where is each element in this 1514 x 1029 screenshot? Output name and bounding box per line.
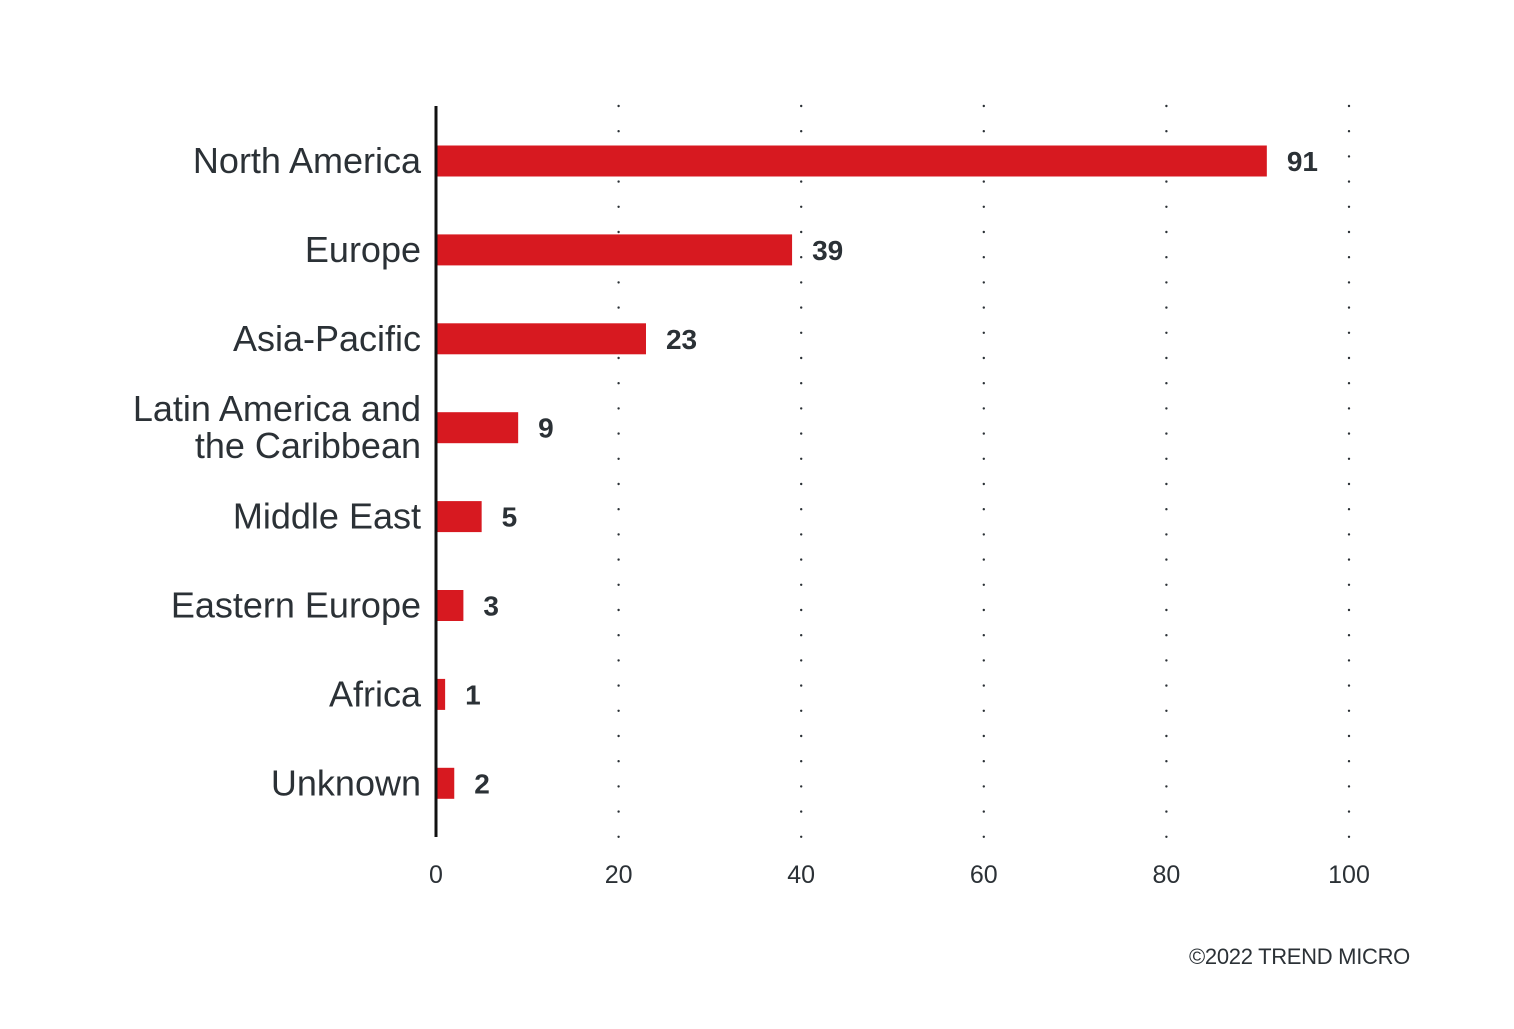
x-tick-label-60: 60 (970, 861, 998, 889)
x-tick-label-80: 80 (1152, 861, 1180, 889)
category-label-0: North America (193, 140, 422, 181)
bar-1 (436, 234, 793, 266)
value-label-1: 39 (812, 235, 843, 266)
value-label-3: 9 (538, 413, 554, 444)
bar-6 (436, 678, 446, 710)
value-label-4: 5 (502, 502, 518, 533)
value-label-5: 3 (483, 591, 499, 622)
grid-lines (617, 104, 1351, 840)
bar-2 (436, 323, 646, 355)
value-label-2: 23 (666, 324, 697, 355)
bar-0 (436, 145, 1267, 177)
category-labels: North America Europe Asia-Pacific Latin Ame… (133, 140, 422, 803)
bars (436, 145, 1267, 799)
bar-4 (436, 501, 482, 533)
category-label-1: Europe (305, 229, 421, 270)
x-tick-label-40: 40 (787, 861, 815, 889)
bar-5 (436, 590, 464, 621)
bar-3 (436, 412, 519, 444)
category-label-7: Unknown (271, 762, 421, 803)
x-axis-tick-labels: 0 20 40 60 80 100 (429, 861, 1370, 889)
category-label-2: Asia-Pacific (233, 318, 421, 359)
x-tick-label-0: 0 (429, 861, 443, 889)
category-label-4: Middle East (233, 496, 421, 537)
category-label-3: Latin America and the Caribbean (133, 388, 421, 466)
value-label-7: 2 (474, 768, 490, 799)
copyright-text: ©2022 TREND MICRO (1189, 944, 1410, 969)
category-label-5: Eastern Europe (171, 585, 421, 626)
value-label-6: 1 (465, 679, 481, 710)
bar-7 (436, 767, 455, 799)
value-label-0: 91 (1287, 146, 1318, 177)
x-tick-label-100: 100 (1328, 861, 1370, 889)
value-labels: 91 39 23 9 5 3 1 2 (465, 146, 1318, 799)
category-label-6: Africa (329, 673, 422, 714)
x-tick-label-20: 20 (605, 861, 633, 889)
